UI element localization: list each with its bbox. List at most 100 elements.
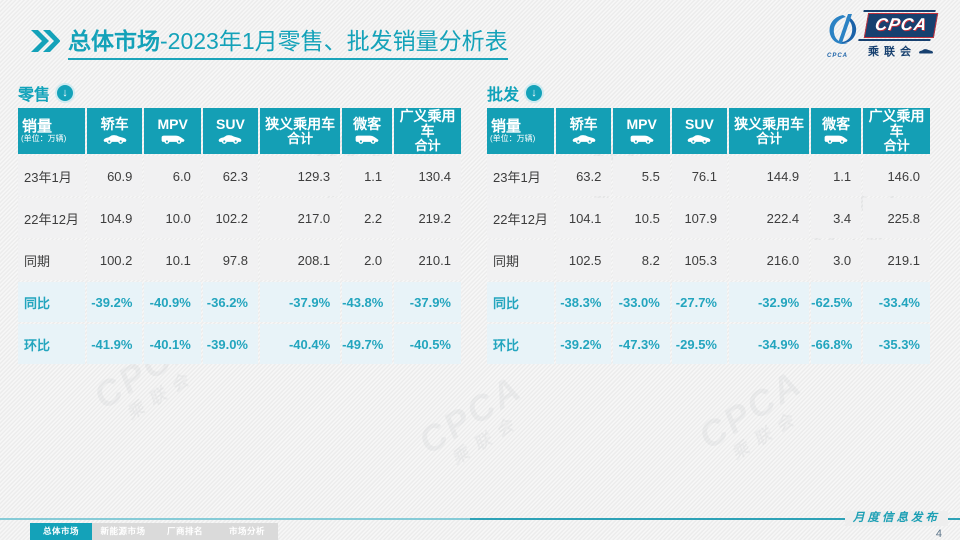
footer-tab-bar: 总体市场 新能源市场 厂商排名 市场分析 [30,523,278,540]
value-cell: -40.5% [394,324,461,364]
value-cell: 219.2 [394,198,461,238]
cpca-wordmark: CPCA 乘联会 [858,10,939,63]
cpca-letters: CPCA [873,15,930,34]
circle-down-arrow-icon: ↓ [524,83,545,103]
cpca-logo: CPCA CPCA 乘联会 [825,10,950,63]
value-cell: 216.0 [729,240,810,280]
mpv-icon [613,133,669,146]
cpca-watermark: CPCA 乘联会 [691,361,810,464]
value-cell: 3.4 [811,198,862,238]
value-cell: 146.0 [863,156,930,196]
row-label: 同比 [487,282,554,322]
value-cell: 1.1 [342,156,393,196]
table-row: 23年1月 63.2 5.5 76.1 144.9 1.1 146.0 [487,156,930,196]
value-cell: 63.2 [555,156,612,196]
logo-stripe [863,10,936,12]
value-cell: 129.3 [260,156,341,196]
value-cell: 10.5 [613,198,670,238]
value-cell: -34.9% [729,324,810,364]
header-row: 销量 (单位：万辆) 轿车 MPV SUV 狭义乘用车 合计 微客 广义乘用车 合计 [487,108,930,154]
value-cell: -39.0% [202,324,258,364]
value-cell: 217.0 [260,198,341,238]
tab-oem-ranking[interactable]: 厂商排名 [166,526,203,536]
wholesale-label: 批发 [487,87,520,104]
column-header-bpv: 广义乘用车 合计 [394,108,461,154]
column-header-sales: 销量 (单位：万辆) [487,108,554,154]
value-cell: 10.1 [144,240,201,280]
cpca-emblem-icon: CPCA [825,13,863,59]
value-cell: 8.2 [613,240,670,280]
row-label: 23年1月 [487,156,554,196]
value-cell: 104.1 [555,198,612,238]
value-cell: 225.8 [863,198,930,238]
column-header-sales: 销量 (单位：万辆) [18,108,85,154]
table-row: 22年12月 104.1 10.5 107.9 222.4 3.4 225.8 [487,198,930,238]
value-cell: 107.9 [671,198,727,238]
value-cell: 105.3 [671,240,727,280]
tab-market-analysis[interactable]: 市场分析 [228,526,265,536]
value-cell: -62.5% [811,282,862,322]
column-header-mpv: MPV [144,108,201,154]
tab-nev-market[interactable]: 新能源市场 [100,526,146,536]
tab-overall-market[interactable]: 总体市场 [30,523,92,540]
value-cell: 97.8 [202,240,258,280]
column-header-sedan: 轿车 [86,108,143,154]
value-cell: 62.3 [202,156,258,196]
logo-stripe [858,39,931,41]
column-header-mpv: MPV [613,108,670,154]
row-label: 22年12月 [18,198,85,238]
value-cell: -47.3% [613,324,670,364]
value-cell: 144.9 [729,156,810,196]
value-cell: -38.3% [555,282,612,322]
value-cell: 219.1 [863,240,930,280]
value-cell: 2.2 [342,198,393,238]
row-label: 同期 [18,240,85,280]
page-number: 4 [935,528,942,540]
value-cell: -29.5% [671,324,727,364]
value-cell: -39.2% [555,324,612,364]
value-cell: -40.4% [260,324,341,364]
column-header-suv: SUV [671,108,727,154]
wholesale-section-header: 批发 ↓ [487,82,932,104]
page-title: 总体市场-2023年1月零售、批发销量分析表 [68,26,508,60]
car-icon [919,48,934,53]
value-cell: -39.2% [86,282,143,322]
footer-divider [0,518,960,520]
value-cell: -32.9% [729,282,810,322]
wholesale-section: 批发 ↓ 销量 (单位：万辆) 轿车 MPV SUV 狭义乘用车 合计 微客 广义乘用车 合计 23… [485,82,932,366]
retail-section-header: 零售 ↓ [18,82,463,104]
value-cell: 100.2 [86,240,143,280]
row-label: 环比 [487,324,554,364]
table-row: 同期 100.2 10.1 97.8 208.1 2.0 210.1 [18,240,461,280]
suv-icon [203,133,258,146]
column-header-npv: 狭义乘用车 合计 [729,108,810,154]
value-cell: 222.4 [729,198,810,238]
retail-section: 零售 ↓ 销量 (单位：万辆) 轿车 MPV SUV 狭义乘用车 合计 微客 广义乘用车 合计 23… [16,82,463,366]
retail-table: 销量 (单位：万辆) 轿车 MPV SUV 狭义乘用车 合计 微客 广义乘用车 合计 23年1月 60… [16,106,463,366]
emblem-caption: CPCA [827,53,849,59]
value-cell: -33.0% [613,282,670,322]
value-cell: 3.0 [811,240,862,280]
microvan-icon [342,133,392,146]
sedan-icon [556,133,612,146]
row-label: 22年12月 [487,198,554,238]
value-cell: -37.9% [260,282,341,322]
retail-label: 零售 [18,87,51,104]
value-cell: -35.3% [863,324,930,364]
column-header-sedan: 轿车 [555,108,612,154]
row-label: 23年1月 [18,156,85,196]
table-row: 环比 -39.2% -47.3% -29.5% -34.9% -66.8% -35.3% [487,324,930,364]
value-cell: -36.2% [202,282,258,322]
value-cell: -33.4% [863,282,930,322]
cpca-watermark: CPCA 乘联会 [411,366,530,469]
mpv-icon [144,133,200,146]
value-cell: 102.2 [202,198,258,238]
value-cell: 208.1 [260,240,341,280]
table-row: 环比 -41.9% -40.1% -39.0% -40.4% -49.7% -40.5% [18,324,461,364]
row-label: 同期 [487,240,554,280]
column-header-bpv: 广义乘用车 合计 [863,108,930,154]
column-header-micro: 微客 [342,108,393,154]
value-cell: 2.0 [342,240,393,280]
column-header-micro: 微客 [811,108,862,154]
